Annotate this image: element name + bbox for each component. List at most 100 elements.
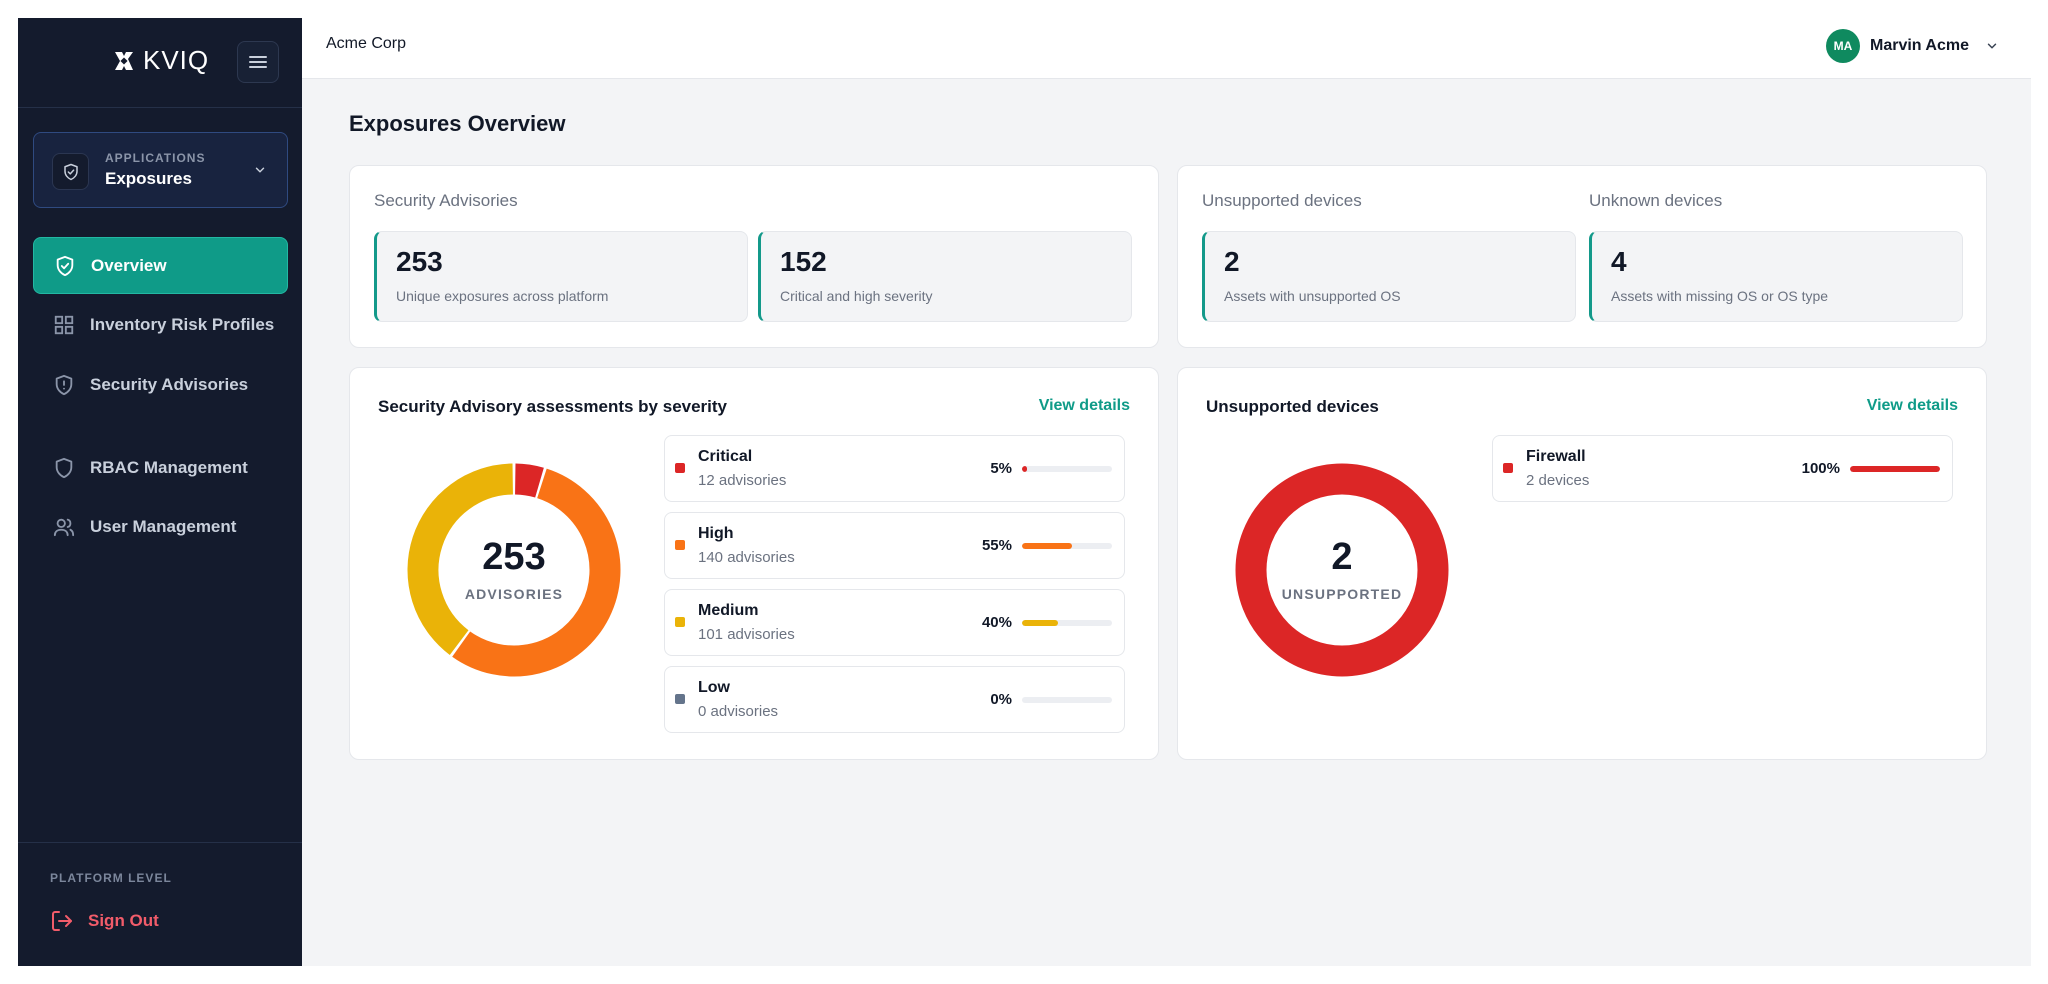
device-name: Firewall (1526, 448, 1586, 465)
chevron-down-icon (1987, 43, 1997, 49)
application-switcher[interactable]: APPLICATIONS Exposures (33, 132, 288, 208)
progress-track (1022, 620, 1112, 626)
brand-logo[interactable]: KVIQ (113, 45, 209, 76)
sidebar-header: KVIQ (18, 18, 302, 108)
view-details-link[interactable]: View details (1038, 397, 1130, 414)
unknown-devices-stat[interactable]: 4 Assets with missing OS or OS type (1589, 231, 1963, 322)
organization-name: Acme Corp (326, 35, 407, 52)
brand-name: KVIQ (143, 45, 210, 75)
severity-count: 140 advisories (698, 549, 795, 566)
progress-fill (1850, 466, 1940, 472)
app-switcher-kicker: APPLICATIONS (105, 151, 206, 165)
donut-caption: UNSUPPORTED (1281, 586, 1403, 602)
unsupported-devices-stat[interactable]: 2 Assets with unsupported OS (1202, 231, 1576, 322)
severity-swatch (675, 694, 685, 704)
device-count: 2 devices (1526, 472, 1590, 489)
shield-check-icon (53, 254, 77, 278)
severity-count: 0 advisories (698, 703, 779, 720)
severity-row-low[interactable]: Low 0 advisories 0% (664, 666, 1125, 733)
severity-donut-chart: 253 ADVISORIES (407, 463, 621, 677)
view-details-link[interactable]: View details (1866, 397, 1958, 414)
kviq-logo-icon (115, 51, 133, 70)
donut-caption: ADVISORIES (464, 586, 564, 602)
sidebar-item-label: Overview (91, 255, 167, 275)
severity-name: Critical (698, 448, 753, 465)
severity-count: 101 advisories (698, 626, 795, 643)
unsupported-donut-chart: 2 UNSUPPORTED (1235, 463, 1449, 677)
card-label: Unsupported devices (1202, 191, 1362, 210)
stat-value: 2 (1224, 246, 1240, 277)
devices-summary-card: Unsupported devices Unknown devices 2 As… (1177, 165, 1987, 348)
page-title: Exposures Overview (349, 111, 566, 136)
progress-fill (1022, 543, 1072, 549)
app-frame: KVIQ APPLICATIONS Exposures (18, 18, 2031, 966)
donut-total: 253 (482, 536, 546, 578)
donut-svg (1235, 463, 1449, 677)
severity-percent: 0% (990, 691, 1012, 708)
avatar: MA (1826, 29, 1860, 63)
users-icon (52, 515, 76, 539)
sign-out-button[interactable]: Sign Out (50, 909, 159, 933)
severity-count: 12 advisories (698, 472, 787, 489)
sidebar-item-user-management[interactable]: User Management (33, 498, 288, 555)
app-switcher-name: Exposures (105, 169, 192, 188)
severity-swatch (675, 617, 685, 627)
donut-center: 253 ADVISORIES (407, 463, 621, 677)
severity-swatch (675, 540, 685, 550)
donut-svg (407, 463, 621, 677)
unique-exposures-stat[interactable]: 253 Unique exposures across platform (374, 231, 748, 322)
stat-value: 4 (1611, 246, 1627, 277)
donut-total: 2 (1331, 536, 1353, 578)
donut-segment-firewall[interactable] (1235, 463, 1449, 677)
stat-value: 152 (780, 246, 827, 277)
stat-description: Assets with unsupported OS (1224, 288, 1401, 304)
shield-alert-icon (52, 373, 76, 397)
app-icon (52, 153, 89, 190)
severity-row-high[interactable]: High 140 advisories 55% (664, 512, 1125, 579)
main-content: Acme Corp MA Marvin Acme Exposures Overv… (302, 18, 2031, 966)
stat-value: 253 (396, 246, 443, 277)
sidebar-footer: PLATFORM LEVEL Sign Out (18, 842, 302, 966)
user-menu[interactable]: MA Marvin Acme (1826, 29, 1999, 63)
sidebar-item-security-advisories[interactable]: Security Advisories (33, 356, 288, 413)
unsupported-devices-card: Unsupported devices View details 2 UNSUP… (1177, 367, 1987, 760)
severity-name: High (698, 525, 734, 542)
donut-segment-high[interactable] (452, 468, 621, 677)
sidebar-item-label: User Management (90, 516, 237, 536)
sign-out-label: Sign Out (88, 911, 159, 930)
severity-name: Medium (698, 602, 759, 619)
progress-fill (1022, 466, 1027, 472)
device-swatch (1503, 463, 1513, 473)
severity-percent: 5% (990, 460, 1012, 477)
grid-icon (52, 313, 76, 337)
card-label: Security Advisories (374, 191, 518, 210)
panel-title: Unsupported devices (1206, 397, 1379, 416)
device-row-firewall[interactable]: Firewall 2 devices 100% (1492, 435, 1953, 502)
sidebar-item-label: RBAC Management (90, 457, 248, 477)
stat-description: Critical and high severity (780, 288, 933, 304)
critical-high-stat[interactable]: 152 Critical and high severity (758, 231, 1132, 322)
sidebar-item-label: Security Advisories (90, 374, 249, 394)
severity-name: Low (698, 679, 730, 696)
panel-title: Security Advisory assessments by severit… (378, 397, 728, 416)
severity-breakdown-card: Security Advisory assessments by severit… (349, 367, 1159, 760)
severity-row-critical[interactable]: Critical 12 advisories 5% (664, 435, 1125, 502)
stat-description: Unique exposures across platform (396, 288, 609, 304)
shield-check-icon (63, 163, 78, 180)
donut-segment-medium[interactable] (407, 463, 514, 655)
sidebar-item-overview[interactable]: Overview (33, 237, 288, 294)
progress-track (1022, 543, 1112, 549)
platform-level-label: PLATFORM LEVEL (50, 871, 172, 885)
severity-percent: 55% (981, 537, 1012, 554)
sidebar-item-inventory-risk-profiles[interactable]: Inventory Risk Profiles (33, 296, 288, 353)
chevron-down-icon (255, 167, 265, 173)
top-bar: Acme Corp MA Marvin Acme (302, 18, 2031, 79)
card-label: Unknown devices (1589, 191, 1723, 210)
sidebar-item-label: Inventory Risk Profiles (90, 314, 275, 334)
donut-center: 2 UNSUPPORTED (1235, 463, 1449, 677)
shield-icon (52, 456, 76, 480)
menu-toggle-button[interactable] (237, 41, 279, 83)
severity-row-medium[interactable]: Medium 101 advisories 40% (664, 589, 1125, 656)
donut-segment-critical[interactable] (514, 463, 544, 498)
sidebar-item-rbac-management[interactable]: RBAC Management (33, 439, 288, 496)
